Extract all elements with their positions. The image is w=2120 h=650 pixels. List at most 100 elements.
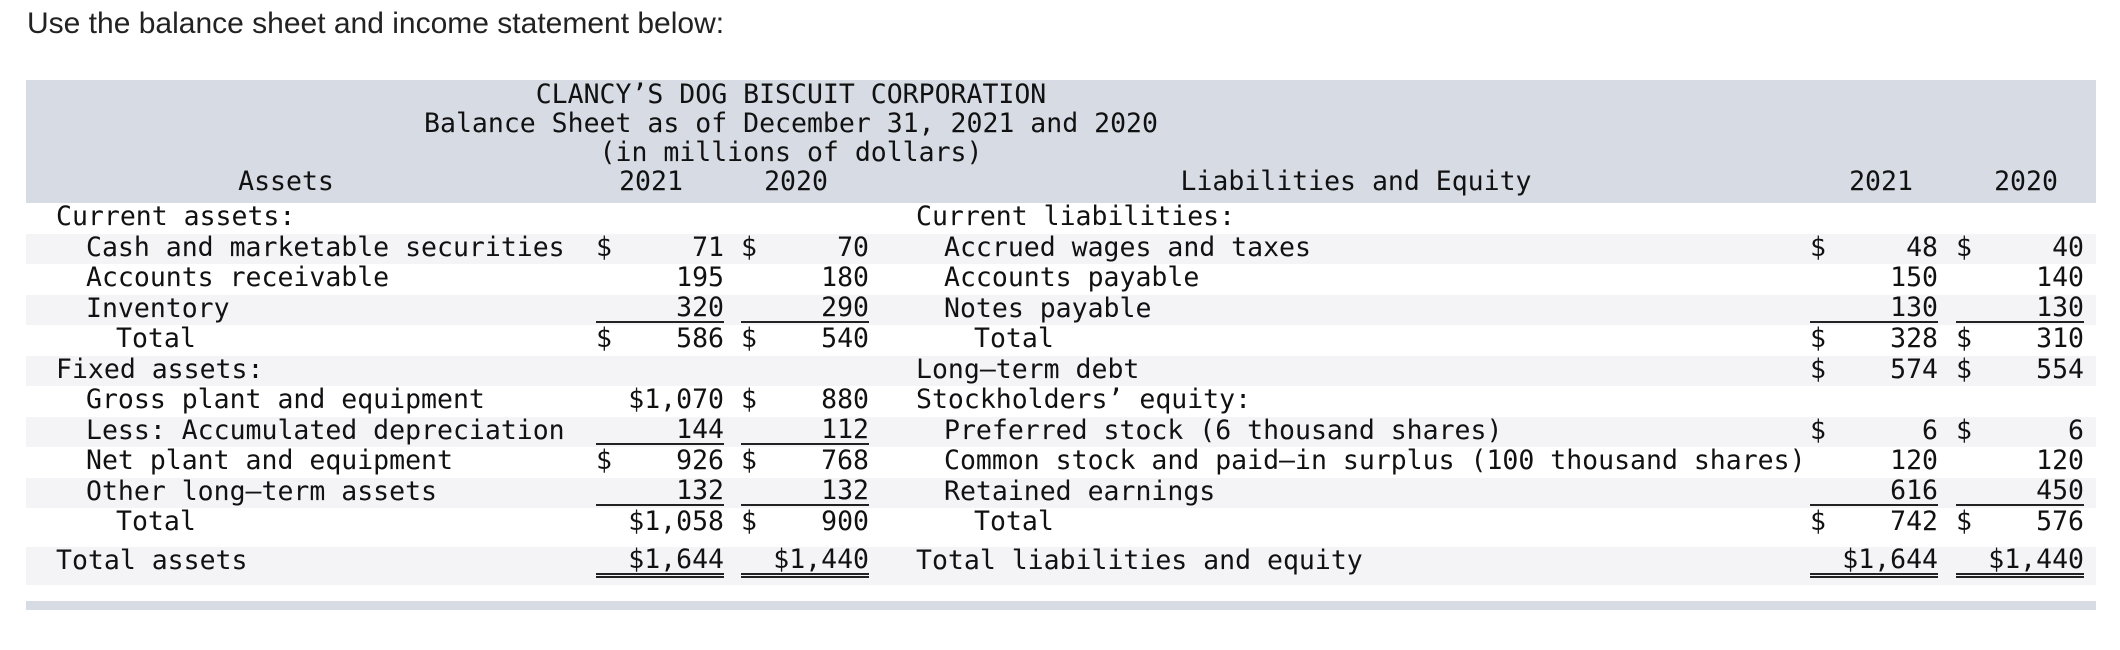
liability-row-label: Accrued wages and taxes	[944, 231, 1311, 263]
liability-value-2020: 40	[2052, 231, 2084, 263]
liability-value-2021: 150	[1890, 262, 1938, 293]
asset-value-2021: $1,058	[628, 506, 724, 537]
asset-value-2020: 180	[821, 262, 869, 293]
asset-value-2020: 768	[821, 445, 869, 476]
liability-value-2020: 120	[2036, 445, 2084, 476]
liability-value-2021: 574	[1890, 353, 1938, 385]
asset-value-2020: 70	[837, 231, 869, 263]
liability-value-2021: 48	[1906, 231, 1938, 263]
intro-text: Use the balance sheet and income stateme…	[27, 7, 725, 40]
dollar-sign: $	[1810, 353, 1826, 385]
asset-value-2020: 290	[741, 294, 869, 323]
asset-row-label: Inventory	[86, 292, 230, 324]
company-name: CLANCY’S DOG BISCUIT CORPORATION	[535, 79, 1047, 110]
dollar-sign: $	[741, 506, 757, 537]
asset-row-label: Fixed assets:	[56, 353, 264, 385]
row-band	[26, 355, 2096, 386]
liability-row-label: Common stock and paid–in surplus (100 th…	[944, 445, 1806, 476]
asset-row-label: Total assets	[56, 545, 248, 576]
asset-value-2021: 195	[676, 262, 724, 293]
liability-row-label: Total	[974, 506, 1054, 537]
liability-row-label: Total liabilities and equity	[916, 545, 1363, 576]
asset-value-2020: 900	[821, 506, 869, 537]
asset-value-2021: 586	[676, 323, 724, 354]
liability-value-2020: 554	[2036, 353, 2084, 385]
liability-value-2021: 742	[1890, 506, 1938, 537]
dollar-sign: $	[1956, 414, 1972, 446]
asset-value-2021: 71	[692, 231, 724, 263]
asset-value-2021: $1,070	[628, 384, 724, 415]
liability-row-label: Accounts payable	[944, 262, 1200, 293]
liability-row-label: Stockholders’ equity:	[916, 384, 1252, 415]
sheet-subtitle: Balance Sheet as of December 31, 2021 an…	[424, 108, 1158, 139]
dollar-sign: $	[1956, 506, 1972, 537]
assets-year-2020: 2020	[764, 166, 828, 197]
asset-row-label: Total	[116, 323, 196, 354]
asset-value-2020: 112	[741, 416, 869, 445]
liability-value-2021: 130	[1810, 294, 1938, 323]
row-band	[26, 294, 2096, 325]
liability-row-label: Retained earnings	[944, 475, 1216, 507]
table-bottom-bar	[26, 601, 2096, 610]
liability-value-2021: $1,644	[1810, 546, 1938, 578]
dollar-sign: $	[741, 445, 757, 476]
liability-row-label: Preferred stock (6 thousand shares)	[944, 414, 1503, 446]
dollar-sign: $	[1810, 323, 1826, 354]
row-band	[26, 325, 2096, 356]
asset-row-label: Gross plant and equipment	[86, 384, 485, 415]
liability-value-2021: 328	[1890, 323, 1938, 354]
assets-year-2021: 2021	[619, 166, 683, 197]
asset-value-2020: 540	[821, 323, 869, 354]
dollar-sign: $	[741, 323, 757, 354]
dollar-sign: $	[741, 231, 757, 263]
asset-row-label: Net plant and equipment	[86, 445, 453, 476]
dollar-sign: $	[596, 445, 612, 476]
asset-value-2020: 132	[741, 477, 869, 506]
dollar-sign: $	[1810, 231, 1826, 263]
asset-value-2021: $1,644	[596, 546, 724, 578]
liability-value-2020: $1,440	[1956, 546, 2084, 578]
dollar-sign: $	[741, 384, 757, 415]
liability-value-2021: 120	[1890, 445, 1938, 476]
liability-value-2020: 450	[1956, 477, 2084, 506]
liabilities-heading: Liabilities and Equity	[1180, 166, 1532, 197]
dollar-sign: $	[596, 323, 612, 354]
liability-value-2020: 140	[2036, 262, 2084, 293]
liability-row-label: Total	[974, 323, 1054, 354]
liability-row-label: Notes payable	[944, 292, 1152, 324]
asset-value-2021: 320	[596, 294, 724, 323]
dollar-sign: $	[596, 231, 612, 263]
asset-value-2020: $1,440	[741, 546, 869, 578]
liability-value-2020: 310	[2036, 323, 2084, 354]
liability-value-2020: 130	[1956, 294, 2084, 323]
asset-row-label: Cash and marketable securities	[86, 231, 565, 263]
asset-value-2021: 926	[676, 445, 724, 476]
balance-sheet-table: CLANCY’S DOG BISCUIT CORPORATION Balance…	[26, 80, 2096, 610]
assets-heading: Assets	[238, 166, 334, 197]
asset-row-label: Less: Accumulated depreciation	[86, 414, 565, 446]
asset-value-2020: 880	[821, 384, 869, 415]
asset-row-label: Accounts receivable	[86, 262, 390, 293]
liability-value-2020: 6	[2068, 414, 2084, 446]
liability-row-label: Current liabilities:	[916, 201, 1236, 232]
dollar-sign: $	[1956, 323, 1972, 354]
asset-value-2021: 144	[596, 416, 724, 445]
asset-value-2021: 132	[596, 477, 724, 506]
liability-row-label: Long–term debt	[916, 353, 1140, 385]
table-header-band	[26, 80, 2096, 203]
row-band	[26, 477, 2096, 508]
liability-value-2020: 576	[2036, 506, 2084, 537]
liab-year-2020: 2020	[1994, 166, 2058, 197]
liab-year-2021: 2021	[1849, 166, 1913, 197]
asset-row-label: Total	[116, 506, 196, 537]
asset-row-label: Other long–term assets	[86, 475, 437, 507]
row-band	[26, 416, 2096, 447]
row-band	[26, 547, 2096, 585]
dollar-sign: $	[1956, 231, 1972, 263]
dollar-sign: $	[1810, 506, 1826, 537]
row-band	[26, 508, 2096, 539]
asset-row-label: Current assets:	[56, 201, 296, 232]
liability-value-2021: 6	[1922, 414, 1938, 446]
row-band	[26, 233, 2096, 264]
dollar-sign: $	[1810, 414, 1826, 446]
